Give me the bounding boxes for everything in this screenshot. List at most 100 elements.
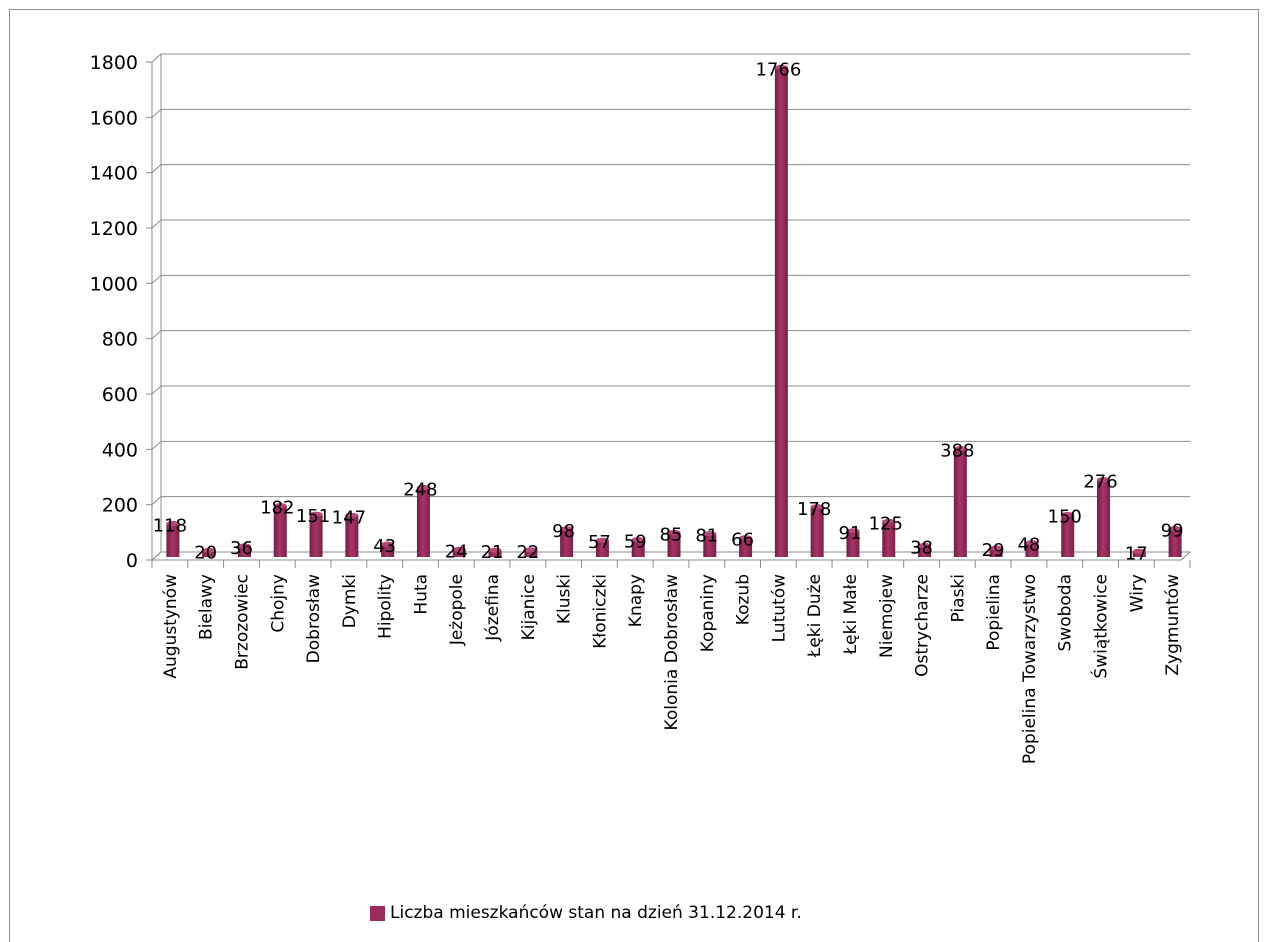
bar — [166, 523, 180, 557]
data-label: 118 — [153, 515, 187, 536]
y-tick-label: 1400 — [90, 163, 138, 185]
bar-top — [739, 535, 753, 541]
y-tick-label: 200 — [102, 495, 138, 517]
bar-top — [202, 547, 216, 553]
x-tick-label: Brzozowiec — [232, 574, 252, 670]
data-label: 38 — [910, 537, 933, 558]
bar — [667, 532, 681, 557]
bar — [595, 540, 609, 557]
bar — [452, 549, 466, 557]
data-label: 99 — [1161, 521, 1184, 542]
bar — [953, 448, 967, 557]
data-label: 43 — [373, 536, 396, 557]
bar — [1061, 514, 1075, 557]
y-tick-labels: 0 200 400 600 800 1000 1200 1400 1600 1800 — [90, 52, 138, 572]
bar-top — [703, 531, 717, 537]
gridline-side — [151, 496, 162, 506]
bar — [846, 530, 860, 557]
bar-top — [416, 484, 430, 490]
bar — [488, 550, 502, 557]
x-tick-label: Lututów — [769, 574, 789, 642]
x-tick-label: Kijanice — [519, 574, 539, 640]
y-tick-label: 1600 — [90, 107, 138, 129]
bar-top — [488, 547, 502, 553]
bar — [1168, 528, 1182, 557]
gridline-side — [151, 219, 162, 229]
bar — [1025, 542, 1039, 557]
gridline-side — [151, 274, 162, 284]
x-tick-label: Popielina — [984, 574, 1004, 651]
floor — [150, 551, 1192, 561]
legend: Liczba mieszkańców stan na dzień 31.12.2… — [370, 901, 802, 925]
x-tick-label: Bielawy — [197, 574, 217, 640]
bar-top — [273, 503, 287, 509]
data-label: 22 — [516, 542, 539, 563]
bar — [989, 547, 1003, 557]
bar — [524, 549, 538, 557]
x-tick-label: Dobrosław — [304, 574, 324, 663]
data-label: 21 — [481, 542, 504, 563]
x-tick-label: Kopaniny — [698, 574, 718, 652]
x-tick-label: Huta — [411, 574, 431, 615]
x-tick-label: Łęki Małe — [841, 574, 861, 655]
data-label: 91 — [839, 523, 862, 544]
bar — [273, 505, 287, 557]
data-label: 59 — [624, 532, 647, 553]
bar — [703, 533, 717, 557]
gridline-side — [151, 108, 162, 118]
data-label: 85 — [660, 524, 683, 545]
data-label: 388 — [940, 441, 974, 462]
y-tick-label: 1800 — [90, 52, 138, 74]
data-label: 36 — [230, 538, 253, 559]
bar — [560, 528, 574, 557]
y-tick-label: 400 — [102, 439, 138, 461]
bar — [774, 67, 788, 557]
gridline-side — [151, 440, 162, 450]
bar — [202, 550, 216, 557]
x-tick-label: Kłoniczki — [590, 574, 610, 649]
x-tick-label: Łęki Duże — [805, 574, 825, 658]
gridline-side — [151, 385, 162, 395]
data-label: 1766 — [755, 59, 801, 80]
bar-top — [345, 512, 359, 518]
bar-top — [1168, 526, 1182, 532]
x-tick-label: Kolonia Dobrosław — [662, 574, 682, 731]
data-label: 66 — [731, 530, 754, 551]
data-label: 178 — [797, 499, 831, 520]
x-tick-label: Hipolity — [376, 574, 396, 639]
data-label: 48 — [1017, 535, 1040, 556]
bar — [631, 539, 645, 557]
x-tick-labels: Augustynów Bielawy Brzozowiec Chojny Dobrosł… — [161, 574, 1183, 764]
bar — [1097, 479, 1111, 557]
bar-top — [166, 520, 180, 526]
x-tick-label: Świątkowice — [1090, 574, 1112, 679]
axes — [146, 61, 1192, 568]
bar — [739, 537, 753, 557]
bar-top — [774, 64, 788, 70]
data-label: 147 — [332, 507, 366, 528]
x-tick-label: Wiry — [1127, 574, 1147, 612]
bar — [882, 521, 896, 557]
x-tick-label: Augustynów — [161, 574, 181, 679]
bars — [166, 64, 1182, 557]
bar-top — [1025, 540, 1039, 546]
data-label: 24 — [445, 541, 468, 562]
data-label: 81 — [695, 526, 718, 547]
gridline-side — [151, 53, 162, 63]
data-label: 182 — [260, 498, 294, 519]
bar-top — [1132, 548, 1146, 554]
y-tick-label: 600 — [102, 384, 138, 406]
bar — [810, 506, 824, 557]
x-tick-label: Popielina Towarzystwo — [1020, 574, 1040, 764]
bar-top — [560, 526, 574, 532]
x-tick-label: Swoboda — [1056, 574, 1076, 652]
gridlines — [151, 53, 1190, 561]
x-tick-label: Józefina — [483, 574, 503, 642]
data-label: 125 — [869, 513, 903, 534]
bar-top — [309, 511, 323, 517]
data-label: 29 — [982, 540, 1005, 561]
bar-top — [882, 518, 896, 524]
bar — [918, 545, 932, 557]
bar — [345, 515, 359, 557]
data-label: 151 — [296, 506, 330, 527]
